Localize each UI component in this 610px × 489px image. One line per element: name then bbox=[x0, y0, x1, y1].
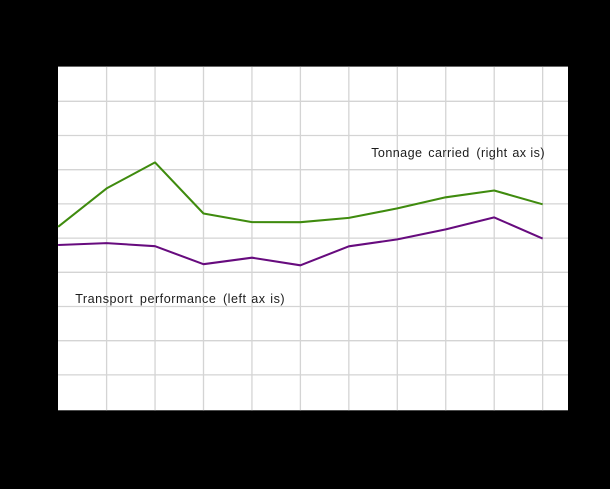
svg-text:Transport performance (left ax: Transport performance (left ax is) bbox=[75, 292, 285, 306]
svg-text:Tonnage carried (right ax is): Tonnage carried (right ax is) bbox=[371, 146, 545, 160]
